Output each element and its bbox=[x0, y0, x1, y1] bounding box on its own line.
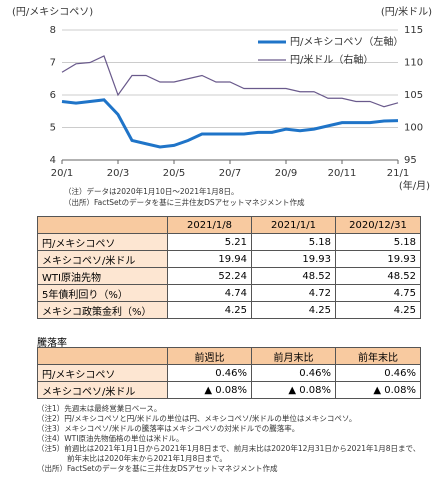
y2-tick-label: 110 bbox=[404, 58, 423, 69]
note: （注4）WTI原油先物価格の単位は米ドル。 bbox=[37, 434, 184, 443]
x-tick-label: 20/11 bbox=[328, 168, 357, 179]
value-cell: 0.46% bbox=[335, 364, 421, 382]
header-cell bbox=[37, 347, 168, 365]
legend-label: 円/メキシコペソ（左軸） bbox=[290, 35, 403, 48]
header-cell: 2021/1/8 bbox=[167, 216, 252, 234]
header-cell: 2020/12/31 bbox=[335, 216, 421, 234]
value-cell: ▲ 0.08% bbox=[251, 381, 336, 399]
header-cell: 前年末比 bbox=[335, 347, 421, 365]
row-label: 円/メキシコペソ bbox=[37, 364, 168, 382]
value-cell: ▲ 0.08% bbox=[167, 381, 252, 399]
series-line bbox=[61, 55, 399, 108]
header-row: 2021/1/8 2021/1/1 2020/12/31 bbox=[37, 216, 421, 234]
header-row: 前週比 前月末比 前年末比 bbox=[37, 347, 421, 365]
value-cell: 5.18 bbox=[335, 233, 421, 251]
chart: (円/メキシコペソ) (円/米ドル) (年/月) （注）データは2020年1月1… bbox=[12, 5, 432, 207]
value-cell: 19.93 bbox=[251, 250, 336, 268]
value-cell: 5.21 bbox=[167, 233, 252, 251]
x-tick-label: 20/9 bbox=[275, 168, 297, 179]
chart-note: （出所）FactSetのデータを基に三井住友DSアセットマネジメント作成 bbox=[64, 197, 305, 207]
y2-tick-label: 115 bbox=[404, 25, 423, 36]
table-row: メキシコ政策金利（%） 4.25 4.25 4.25 bbox=[37, 301, 421, 319]
value-cell: ▲ 0.08% bbox=[335, 381, 421, 399]
y-axis-label: (円/メキシコペソ) bbox=[12, 7, 93, 18]
value-cell: 52.24 bbox=[167, 267, 252, 285]
note: （注1）先週末は最終営業日ベース。 bbox=[37, 404, 162, 413]
note: （出所）FactSetのデータを基に三井住友DSアセットマネジメント作成 bbox=[37, 464, 278, 473]
note: （注3）メキシコペソ/米ドルの騰落率はメキシコペソの対米ドルでの騰落率。 bbox=[37, 424, 300, 433]
table-row: メキシコペソ/米ドル ▲ 0.08% ▲ 0.08% ▲ 0.08% bbox=[37, 381, 421, 399]
value-cell: 5.18 bbox=[251, 233, 336, 251]
row-label: 円/メキシコペソ bbox=[37, 233, 168, 251]
value-cell: 19.93 bbox=[335, 250, 421, 268]
header-cell bbox=[37, 216, 168, 234]
value-cell: 0.46% bbox=[167, 364, 252, 382]
table-row: 円/メキシコペソ 5.21 5.18 5.18 bbox=[37, 233, 421, 251]
x-tick-label: 20/7 bbox=[219, 168, 241, 179]
header-cell: 前月末比 bbox=[251, 347, 336, 365]
note: （注5）前週比は2021年1月1日から2021年1月8日まで、前月末比は2020… bbox=[37, 444, 421, 463]
y-tick-label: 8 bbox=[50, 25, 56, 36]
change-table: 前週比 前月末比 前年末比 円/メキシコペソ 0.46% 0.46% 0.46% メキシコペソ… bbox=[37, 347, 421, 399]
table-row: WTI原油先物 52.24 48.52 48.52 bbox=[37, 267, 421, 285]
value-cell: 19.94 bbox=[167, 250, 252, 268]
y2-tick-label: 95 bbox=[404, 155, 417, 166]
value-cell: 48.52 bbox=[335, 267, 421, 285]
header-cell: 2021/1/1 bbox=[251, 216, 336, 234]
y2-tick-label: 100 bbox=[404, 123, 423, 134]
row-label: メキシコペソ/米ドル bbox=[37, 381, 168, 399]
y-tick-label: 4 bbox=[50, 155, 56, 166]
row-label: WTI原油先物 bbox=[37, 267, 168, 285]
chart-note: （注）データは2020年1月10日～2021年1月8日。 bbox=[64, 186, 239, 196]
value-cell: 4.75 bbox=[335, 284, 421, 302]
value-cell: 4.25 bbox=[251, 301, 336, 319]
y-tick-label: 7 bbox=[50, 58, 56, 69]
data-table: 2021/1/8 2021/1/1 2020/12/31 円/メキシコペソ 5.21 5.… bbox=[37, 216, 421, 319]
x-tick-label: 20/1 bbox=[51, 168, 73, 179]
value-cell: 48.52 bbox=[251, 267, 336, 285]
x-tick-label: 20/5 bbox=[163, 168, 185, 179]
y-tick-label: 6 bbox=[50, 90, 56, 101]
header-cell: 前週比 bbox=[167, 347, 252, 365]
series-line bbox=[61, 98, 399, 149]
value-cell: 0.46% bbox=[251, 364, 336, 382]
value-cell: 4.74 bbox=[167, 284, 252, 302]
change-title: 騰落率 bbox=[37, 338, 67, 349]
y2-tick-label: 105 bbox=[404, 90, 423, 101]
table-row: 円/メキシコペソ 0.46% 0.46% 0.46% bbox=[37, 364, 421, 382]
row-label: メキシコペソ/米ドル bbox=[37, 250, 168, 268]
value-cell: 4.25 bbox=[335, 301, 421, 319]
row-label: 5年債利回り（%） bbox=[37, 284, 168, 302]
table-row: メキシコペソ/米ドル 19.94 19.93 19.93 bbox=[37, 250, 421, 268]
value-cell: 4.72 bbox=[251, 284, 336, 302]
y-tick-label: 5 bbox=[50, 123, 56, 134]
notes: （注1）先週末は最終営業日ベース。 （注2）円/メキシコペソと円/米ドルの単位は円… bbox=[37, 404, 427, 474]
note: （注2）円/メキシコペソと円/米ドルの単位は円、メキシコペソ/米ドルの単位はメキ… bbox=[37, 414, 357, 423]
value-cell: 4.25 bbox=[167, 301, 252, 319]
table-row: 5年債利回り（%） 4.74 4.72 4.75 bbox=[37, 284, 421, 302]
x-axis-label: (年/月) bbox=[399, 179, 430, 192]
x-tick-label: 21/1 bbox=[387, 168, 409, 179]
y2-axis-label: (円/米ドル) bbox=[381, 5, 432, 18]
row-label: メキシコ政策金利（%） bbox=[37, 301, 168, 319]
x-tick-label: 20/3 bbox=[107, 168, 129, 179]
legend-label: 円/米ドル（右軸） bbox=[290, 53, 373, 66]
